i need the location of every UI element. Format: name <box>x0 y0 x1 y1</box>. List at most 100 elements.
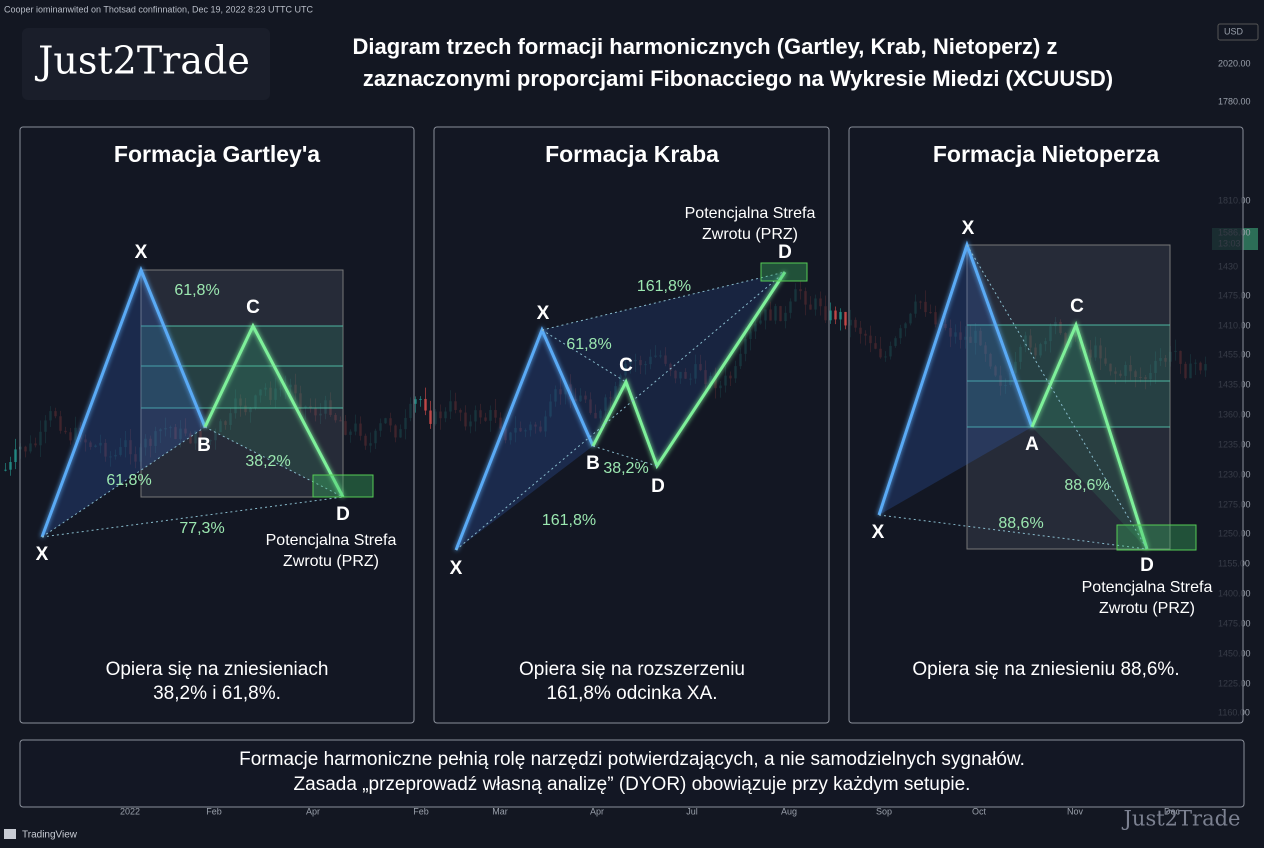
footer-text: Zasada „przeprowadź własną analizę” (DYO… <box>294 774 971 795</box>
logo-box <box>22 28 270 100</box>
point-label: A <box>1025 434 1039 455</box>
header-title: Diagram trzech formacji harmonicznych (G… <box>353 34 1058 59</box>
dotted-line <box>541 329 627 383</box>
candle-body <box>429 410 432 424</box>
time-label: Apr <box>590 806 604 816</box>
pattern-fill <box>1032 325 1147 549</box>
dotted-line <box>455 271 786 551</box>
point-label: B <box>197 435 211 456</box>
panel-frame <box>433 126 830 724</box>
panel-description: Opiera się na rozszerzeniu <box>519 659 745 680</box>
fib-label: 161,8% <box>542 512 596 529</box>
price-label: USD <box>1224 26 1244 36</box>
prz-box <box>312 474 374 498</box>
point-label: X <box>135 242 148 263</box>
price-label: 2020.00 <box>1218 58 1251 68</box>
dotted-line <box>541 271 786 331</box>
header-title: zaznaczonymi proporcjami Fibonacciego na… <box>363 66 1113 91</box>
currency-box <box>1217 23 1259 41</box>
panel: Formacja Kraba X X B C D D 61,8% 38,2% 1… <box>433 126 830 724</box>
panel-description: 161,8% odcinka XA. <box>546 683 717 704</box>
fib-label: 61,8% <box>106 472 151 489</box>
candle-body <box>834 310 837 320</box>
time-label: Nov <box>1067 806 1084 816</box>
time-axis: 2022 Feb Apr Feb Mar Apr Jul Aug Sop Oct Nov Dec <box>120 806 1181 816</box>
fib-label: 61,8% <box>566 336 611 353</box>
candle-body <box>9 462 12 470</box>
point-label: X <box>962 218 975 239</box>
fib-label: 77,3% <box>179 520 224 537</box>
fib-label: 161,8% <box>637 278 691 295</box>
time-label: Apr <box>306 806 320 816</box>
panel-title: Formacja Nietoperza <box>933 141 1159 167</box>
candle-body <box>839 311 842 320</box>
price-label: 1780.00 <box>1218 96 1251 106</box>
fib-label: 88,6% <box>998 515 1043 532</box>
top-bar: Cooper iominanwited on Thotsad confinnat… <box>4 4 314 14</box>
fib-label: 61,8% <box>174 282 219 299</box>
candle-body <box>14 449 17 463</box>
prz-label: Zwrotu (PRZ) <box>1099 600 1195 617</box>
point-label: C <box>1070 296 1084 317</box>
point-label: B <box>586 453 600 474</box>
fib-box <box>966 244 1171 550</box>
pattern-fill <box>42 270 205 537</box>
panel-description: Opiera się na zniesieniach <box>106 659 329 680</box>
panel-frame <box>848 126 1244 724</box>
panel-description: Opiera się na zniesieniu 88,6%. <box>912 659 1179 680</box>
prz-label: Zwrotu (PRZ) <box>702 226 798 243</box>
pattern-fill <box>542 272 785 466</box>
fib-label: 38,2% <box>245 453 290 470</box>
pattern-leg <box>40 265 207 538</box>
point-label: X <box>537 303 550 324</box>
candle-body <box>424 398 427 411</box>
pattern-leg <box>203 322 345 498</box>
tradingview-label: TradingView <box>22 830 78 841</box>
fib-box <box>140 269 344 498</box>
panel-title: Formacja Gartley'a <box>114 141 320 167</box>
time-label: Aug <box>781 806 797 816</box>
time-label: 2022 <box>120 806 140 816</box>
watermark: Just2Trade <box>1122 807 1241 831</box>
candle-body <box>419 398 422 400</box>
prz-box <box>760 262 808 282</box>
fib-zone <box>141 326 343 408</box>
prz-label: Potencjalna Strefa <box>266 532 397 549</box>
dotted-line <box>41 496 344 538</box>
point-label: D <box>651 476 665 497</box>
point-label: X <box>36 544 49 565</box>
panel-title: Formacja Kraba <box>545 141 719 167</box>
pattern-fill <box>205 326 343 497</box>
footer-text: Formacje harmoniczne pełnią rolę narzędz… <box>239 749 1025 770</box>
time-label: Oct <box>972 806 987 816</box>
time-label: Feb <box>413 806 429 816</box>
prz-label: Potencjalna Strefa <box>685 205 816 222</box>
tradingview-icon <box>4 829 16 839</box>
prz-label: Potencjalna Strefa <box>1082 579 1213 596</box>
point-label: D <box>1140 555 1154 576</box>
point-label: D <box>778 242 792 263</box>
dotted-line <box>966 244 1148 550</box>
time-label: Mar <box>492 806 508 816</box>
fib-label: 38,2% <box>603 460 648 477</box>
panel: Formacja Gartley'a X X B C D 61,8% 38,2%… <box>19 126 415 724</box>
footer-box <box>19 739 1245 808</box>
prz-box <box>1116 524 1197 551</box>
candle-body <box>414 399 417 404</box>
time-label: Jul <box>686 806 698 816</box>
candle-body <box>829 310 832 321</box>
logo: Just2Trade <box>34 39 250 83</box>
point-label: C <box>246 297 260 318</box>
point-label: X <box>872 522 885 543</box>
candle-body <box>4 469 7 471</box>
dotted-line <box>592 445 658 467</box>
point-label: X <box>450 558 463 579</box>
candle-body <box>844 311 847 326</box>
dotted-line <box>878 514 1148 550</box>
pattern-fill <box>879 245 1032 515</box>
pattern-leg <box>1030 320 1149 550</box>
point-label: D <box>336 504 350 525</box>
panel: Formacja Nietoperza X X A C D 88,6% 88,6… <box>848 126 1244 724</box>
